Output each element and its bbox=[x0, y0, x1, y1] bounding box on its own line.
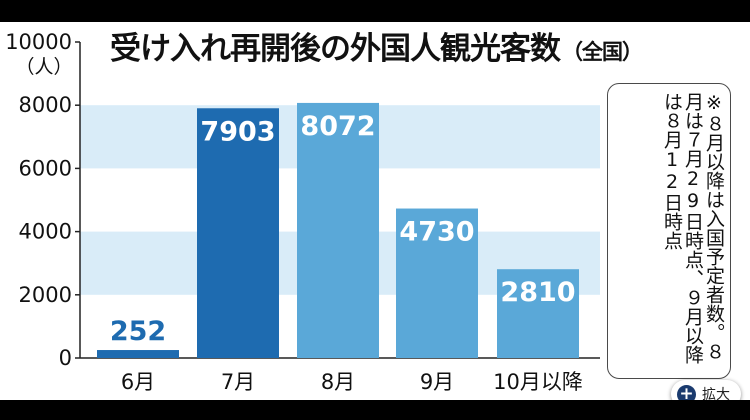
x-tick-label: 10月以降 bbox=[493, 370, 583, 394]
chart-title-text: 受け入れ再開後の外国人観光客数 bbox=[110, 31, 561, 67]
chart-title: 受け入れ再開後の外国人観光客数（全国） bbox=[110, 24, 643, 74]
y-tick-label: 0 bbox=[59, 346, 72, 370]
x-tick-label: 8月 bbox=[321, 370, 355, 394]
note-text: ※８月以降は入国予定者数。８月は７月29日時点、９月以降は８月12日時点 bbox=[661, 92, 725, 364]
top-black-band bbox=[0, 0, 750, 22]
y-tick-label: 2000 bbox=[19, 283, 72, 307]
y-axis-unit-label: （人） bbox=[15, 56, 72, 78]
data-label: 4730 bbox=[399, 217, 474, 248]
plus-circle-icon: + bbox=[677, 384, 696, 404]
data-label: 2810 bbox=[500, 277, 575, 308]
y-tick-label: 4000 bbox=[19, 220, 72, 244]
x-tick-label: 9月 bbox=[420, 370, 454, 394]
y-tick-label: 10000 bbox=[5, 30, 72, 54]
data-label: 7903 bbox=[200, 116, 275, 147]
bar bbox=[97, 350, 179, 358]
x-tick-label: 6月 bbox=[121, 370, 155, 394]
y-tick-label: 6000 bbox=[19, 156, 72, 180]
note-box: ※８月以降は入国予定者数。８月は７月29日時点、９月以降は８月12日時点 bbox=[607, 83, 731, 379]
data-label: 252 bbox=[110, 316, 166, 347]
bar bbox=[197, 108, 279, 358]
bar-chart: 0 2000 4000 6000 8000 10000（人） 252 6月 7903 7月 8072… bbox=[5, 30, 600, 394]
bottom-black-band bbox=[0, 400, 750, 420]
bar bbox=[396, 208, 478, 358]
chart-subtitle: （全国） bbox=[562, 40, 643, 64]
y-tick-label: 8000 bbox=[19, 93, 72, 117]
x-tick-label: 7月 bbox=[221, 370, 255, 394]
data-label: 8072 bbox=[300, 111, 375, 142]
bar bbox=[497, 269, 579, 358]
bar bbox=[297, 102, 379, 358]
expand-label: 拡大 bbox=[702, 387, 730, 403]
